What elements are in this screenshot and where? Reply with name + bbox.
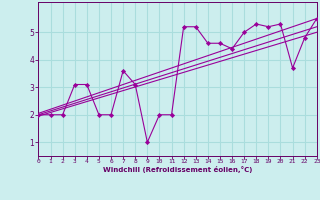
X-axis label: Windchill (Refroidissement éolien,°C): Windchill (Refroidissement éolien,°C) bbox=[103, 166, 252, 173]
